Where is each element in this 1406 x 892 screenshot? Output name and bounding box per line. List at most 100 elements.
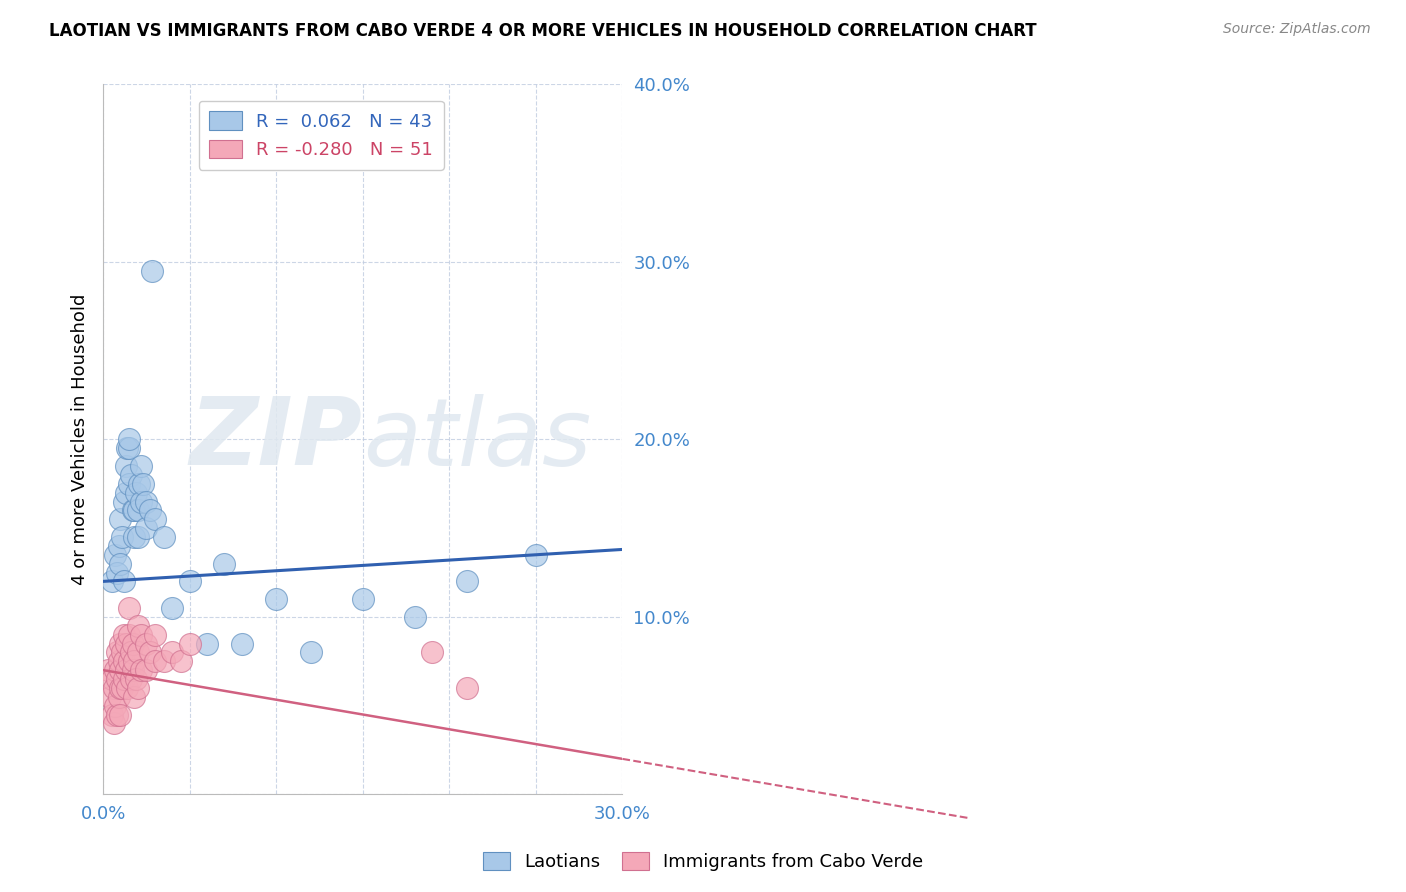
Point xyxy=(118,476,141,491)
Point xyxy=(139,645,162,659)
Point xyxy=(98,690,121,704)
Point xyxy=(127,681,149,695)
Point xyxy=(127,645,149,659)
Point xyxy=(135,494,157,508)
Point xyxy=(104,548,127,562)
Point xyxy=(125,485,148,500)
Point xyxy=(141,264,163,278)
Text: LAOTIAN VS IMMIGRANTS FROM CABO VERDE 4 OR MORE VEHICLES IN HOUSEHOLD CORRELATIO: LAOTIAN VS IMMIGRANTS FROM CABO VERDE 4 … xyxy=(49,22,1036,40)
Point xyxy=(162,645,184,659)
Point xyxy=(352,592,374,607)
Point xyxy=(127,619,149,633)
Point xyxy=(111,530,134,544)
Point xyxy=(112,672,135,686)
Point xyxy=(127,530,149,544)
Point xyxy=(110,681,132,695)
Point xyxy=(105,566,128,580)
Point xyxy=(104,663,127,677)
Point xyxy=(143,654,166,668)
Point xyxy=(103,681,125,695)
Point xyxy=(143,627,166,641)
Y-axis label: 4 or more Vehicles in Household: 4 or more Vehicles in Household xyxy=(72,293,89,585)
Point xyxy=(104,698,127,713)
Point xyxy=(118,601,141,615)
Point xyxy=(135,521,157,535)
Point xyxy=(124,654,146,668)
Point xyxy=(120,467,142,482)
Point xyxy=(110,636,132,650)
Point xyxy=(121,503,143,517)
Point xyxy=(129,458,152,473)
Point xyxy=(118,433,141,447)
Text: ZIP: ZIP xyxy=(190,393,363,485)
Point xyxy=(152,654,174,668)
Point xyxy=(404,610,426,624)
Point xyxy=(179,574,201,589)
Point xyxy=(110,512,132,526)
Point xyxy=(129,627,152,641)
Point xyxy=(135,636,157,650)
Point xyxy=(120,672,142,686)
Legend: Laotians, Immigrants from Cabo Verde: Laotians, Immigrants from Cabo Verde xyxy=(475,845,931,879)
Point xyxy=(420,645,443,659)
Point xyxy=(105,672,128,686)
Point xyxy=(456,574,478,589)
Point xyxy=(125,672,148,686)
Point xyxy=(129,663,152,677)
Point xyxy=(143,512,166,526)
Point xyxy=(114,458,136,473)
Legend: R =  0.062   N = 43, R = -0.280   N = 51: R = 0.062 N = 43, R = -0.280 N = 51 xyxy=(198,101,444,170)
Point xyxy=(231,636,253,650)
Point xyxy=(214,557,236,571)
Point xyxy=(103,716,125,731)
Point xyxy=(456,681,478,695)
Point xyxy=(127,503,149,517)
Point xyxy=(117,442,139,456)
Point xyxy=(114,636,136,650)
Point xyxy=(112,627,135,641)
Point xyxy=(128,476,150,491)
Point xyxy=(101,574,124,589)
Point xyxy=(112,654,135,668)
Point xyxy=(112,494,135,508)
Point xyxy=(97,663,120,677)
Point xyxy=(118,627,141,641)
Point xyxy=(105,645,128,659)
Point xyxy=(112,574,135,589)
Point xyxy=(114,663,136,677)
Point xyxy=(101,672,124,686)
Point xyxy=(110,557,132,571)
Point xyxy=(152,530,174,544)
Point xyxy=(170,654,193,668)
Point xyxy=(139,503,162,517)
Point xyxy=(111,681,134,695)
Point xyxy=(105,707,128,722)
Point xyxy=(129,494,152,508)
Point xyxy=(124,690,146,704)
Point xyxy=(118,654,141,668)
Point xyxy=(135,663,157,677)
Point xyxy=(111,645,134,659)
Point xyxy=(107,654,129,668)
Point xyxy=(118,442,141,456)
Point xyxy=(120,645,142,659)
Point xyxy=(124,530,146,544)
Point xyxy=(132,476,155,491)
Point xyxy=(121,663,143,677)
Point xyxy=(101,707,124,722)
Text: Source: ZipAtlas.com: Source: ZipAtlas.com xyxy=(1223,22,1371,37)
Point xyxy=(195,636,218,650)
Point xyxy=(299,645,322,659)
Point xyxy=(110,663,132,677)
Point xyxy=(114,485,136,500)
Point xyxy=(524,548,547,562)
Point xyxy=(117,681,139,695)
Point xyxy=(162,601,184,615)
Point xyxy=(110,707,132,722)
Point xyxy=(121,636,143,650)
Point xyxy=(179,636,201,650)
Point xyxy=(107,690,129,704)
Point xyxy=(124,503,146,517)
Text: atlas: atlas xyxy=(363,394,591,485)
Point xyxy=(107,539,129,553)
